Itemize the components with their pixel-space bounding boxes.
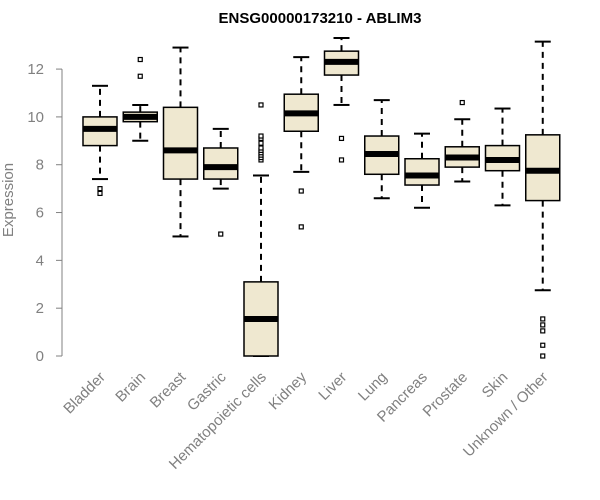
box-group — [243, 102, 279, 357]
outlier-point — [258, 140, 264, 146]
outlier-point — [540, 342, 546, 348]
box-group — [162, 46, 199, 238]
box-group — [82, 84, 118, 197]
chart-title: ENSG00000173210 - ABLIM3 — [219, 10, 422, 27]
y-axis-title: Expression — [0, 163, 17, 237]
y-tick-label: 0 — [36, 348, 44, 365]
x-category-label: Prostate — [420, 369, 472, 421]
y-tick-label: 6 — [36, 205, 44, 222]
x-category-label: Skin — [479, 369, 512, 402]
outlier-point — [97, 190, 103, 197]
box-iqr — [203, 147, 239, 180]
outlier-point — [540, 322, 546, 328]
outlier-point — [137, 73, 143, 79]
outlier-point — [338, 157, 345, 163]
x-category-label: Liver — [315, 369, 350, 404]
outlier-point — [258, 145, 264, 151]
box-group — [122, 56, 158, 142]
x-category-label: Bladder — [60, 369, 109, 418]
y-axis: 0 2 4 6 8 10 12 — [27, 61, 63, 365]
box-group — [364, 99, 400, 200]
outlier-point — [540, 316, 546, 322]
y-tick-label: 8 — [36, 157, 44, 174]
outlier-point — [540, 328, 546, 334]
box-group — [323, 37, 360, 163]
outlier-point — [218, 231, 224, 237]
outlier-point — [459, 99, 465, 106]
box-iqr — [404, 157, 440, 186]
x-category-label: Lung — [355, 369, 391, 405]
x-category-label: Breast — [147, 368, 190, 411]
x-category-label: Kidney — [266, 368, 311, 413]
box-group — [525, 40, 561, 359]
x-category-label: Brain — [112, 369, 149, 406]
boxes-layer — [82, 37, 561, 359]
box-group — [283, 56, 319, 230]
y-tick-label: 10 — [27, 109, 44, 126]
outlier-point — [540, 353, 546, 359]
y-tick-label: 2 — [36, 300, 44, 317]
outlier-point — [338, 135, 345, 142]
y-tick-label: 4 — [36, 252, 44, 269]
outlier-point — [137, 56, 143, 63]
y-tick-label: 12 — [27, 61, 44, 78]
box-group — [484, 107, 521, 207]
outlier-point — [258, 133, 264, 139]
outlier-point — [298, 224, 304, 230]
outlier-point — [97, 186, 103, 192]
box-group — [203, 127, 239, 237]
box-group — [404, 132, 440, 209]
outlier-point — [258, 102, 264, 108]
outlier-point — [298, 188, 304, 194]
box-group — [444, 99, 480, 183]
box-iqr — [162, 106, 199, 180]
